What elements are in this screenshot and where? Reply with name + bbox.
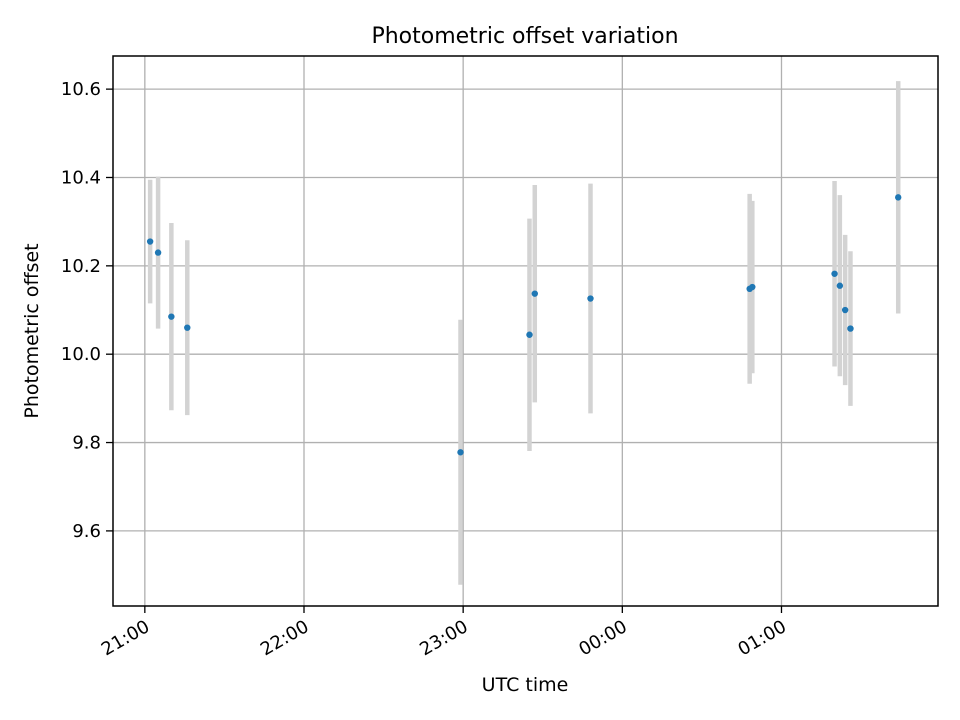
y-tick-label: 10.4 bbox=[61, 167, 101, 188]
data-point bbox=[587, 295, 594, 302]
y-tick-label: 10.2 bbox=[61, 256, 101, 277]
data-point bbox=[184, 324, 191, 331]
data-point bbox=[895, 194, 902, 201]
y-tick-label: 9.6 bbox=[72, 521, 101, 542]
data-point bbox=[531, 290, 538, 297]
data-point bbox=[836, 282, 844, 289]
y-axis-ticks: 9.6 9.8 10.0 10.2 10.4 10.6 bbox=[61, 79, 113, 542]
data-point bbox=[168, 313, 175, 320]
y-tick-label: 10.0 bbox=[61, 344, 101, 365]
x-axis-label: UTC time bbox=[482, 674, 569, 696]
data-point bbox=[146, 238, 154, 245]
data-point bbox=[154, 249, 162, 256]
y-tick-label: 9.8 bbox=[72, 433, 101, 454]
chart-title: Photometric offset variation bbox=[371, 24, 678, 49]
data-point bbox=[847, 325, 854, 332]
y-tick-label: 10.6 bbox=[61, 79, 101, 100]
y-axis-label: Photometric offset bbox=[21, 243, 43, 418]
data-point bbox=[831, 270, 838, 277]
data-point bbox=[526, 331, 533, 338]
data-point bbox=[749, 283, 756, 291]
data-point bbox=[457, 449, 464, 456]
grid bbox=[113, 56, 938, 606]
data-points bbox=[146, 194, 902, 456]
plot-frame bbox=[112, 55, 939, 607]
data-point bbox=[841, 306, 849, 314]
